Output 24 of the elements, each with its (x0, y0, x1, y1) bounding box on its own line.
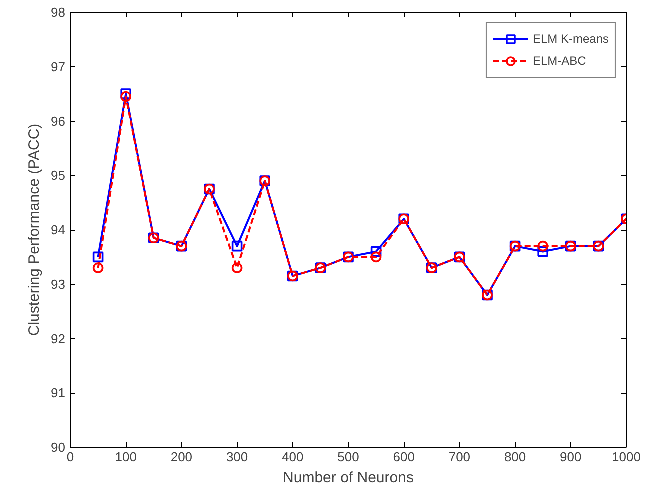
x-tick-label: 400 (282, 450, 304, 464)
y-tick-label: 98 (51, 5, 66, 20)
legend-label: ELM-ABC (532, 54, 586, 68)
x-tick-label: 700 (448, 450, 471, 464)
x-tick-label: 0 (66, 450, 74, 464)
x-tick-label: 200 (170, 450, 193, 464)
y-tick-label: 93 (51, 276, 66, 292)
x-tick-label: 300 (226, 450, 248, 464)
y-tick-label: 91 (51, 386, 66, 401)
y-tick-label: 97 (51, 59, 66, 74)
x-axis-title: Number of Neurons (283, 470, 414, 486)
y-tick-label: 92 (51, 331, 66, 346)
legend-label: ELM K-means (532, 32, 609, 46)
x-tick-label: 100 (115, 450, 137, 464)
x-tick-label: 1000 (612, 450, 641, 464)
y-tick-label: 96 (51, 114, 66, 129)
x-tick-label: 900 (560, 450, 582, 464)
y-tick-label: 94 (51, 222, 66, 238)
x-tick-label: 600 (393, 450, 415, 464)
y-tick-label: 95 (51, 168, 66, 184)
x-tick-label: 500 (338, 450, 360, 464)
y-axis-title: Clustering Performance (PACC) (26, 124, 44, 336)
y-tick-label: 90 (51, 440, 66, 455)
x-tick-label: 800 (504, 450, 526, 464)
